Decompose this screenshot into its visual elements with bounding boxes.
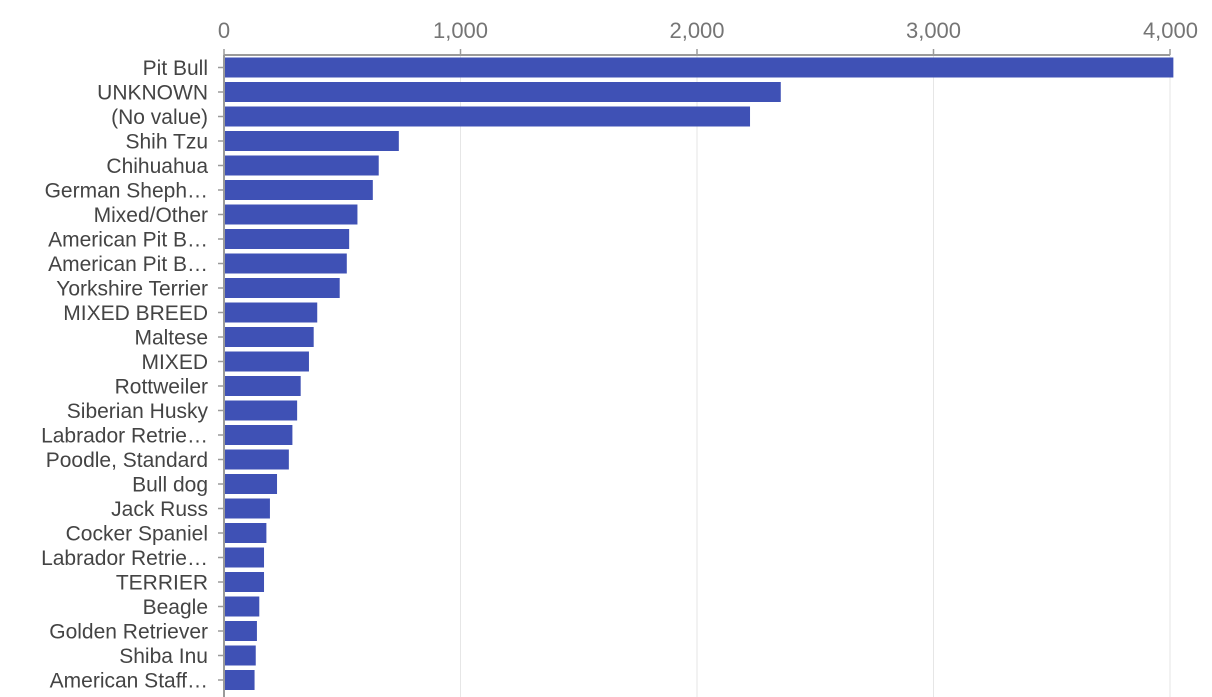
bar — [225, 596, 260, 617]
category-label: German Sheph… — [45, 180, 208, 203]
category-label: TERRIER — [116, 572, 208, 595]
category-label: Rottweiler — [115, 376, 208, 399]
bar — [225, 302, 318, 323]
category-label: Cocker Spaniel — [66, 523, 208, 546]
x-axis: 0 1,000 2,000 3,000 4,000 — [218, 18, 1198, 697]
category-label: Chihuahua — [106, 155, 208, 178]
bar — [225, 106, 751, 127]
bar — [225, 474, 278, 494]
bar — [225, 400, 298, 421]
gridlines — [460, 55, 1171, 697]
bar — [225, 278, 340, 298]
category-label: (No value) — [111, 106, 208, 129]
category-label: MIXED — [141, 351, 208, 374]
category-label: American Pit B… — [48, 229, 208, 252]
category-label: Mixed/Other — [94, 204, 208, 227]
bar — [225, 621, 257, 641]
x-tick-label: 2,000 — [669, 18, 724, 43]
bar — [225, 82, 781, 102]
category-label: Beagle — [143, 596, 208, 619]
bar — [225, 327, 314, 347]
x-tick-label: 1,000 — [433, 18, 488, 43]
category-label: Shiba Inu — [119, 645, 208, 668]
bars — [225, 57, 1174, 690]
bar — [225, 670, 255, 690]
category-label: Yorkshire Terrier — [56, 278, 208, 301]
bar — [225, 131, 399, 151]
bar — [225, 229, 350, 249]
bar — [225, 572, 265, 592]
bar — [225, 204, 358, 225]
category-label: Poodle, Standard — [46, 449, 208, 472]
category-label: Labrador Retrie… — [41, 425, 208, 448]
category-label: Jack Russ — [111, 498, 208, 521]
category-label: Golden Retriever — [49, 621, 208, 644]
bar — [225, 253, 347, 274]
category-label: Siberian Husky — [67, 400, 209, 423]
category-label: UNKNOWN — [97, 82, 208, 105]
bar — [225, 155, 379, 176]
x-tick-label: 4,000 — [1143, 18, 1198, 43]
bar — [225, 547, 265, 568]
category-label: Pit Bull — [143, 57, 208, 80]
bar — [225, 351, 309, 372]
x-tick-label: 3,000 — [906, 18, 961, 43]
bar — [225, 449, 289, 470]
x-tick-label: 0 — [218, 18, 230, 43]
bar — [225, 645, 256, 666]
category-label: American Staff… — [50, 670, 208, 693]
category-label: American Pit B… — [48, 253, 208, 276]
category-label: Shih Tzu — [126, 131, 209, 154]
bar — [225, 425, 293, 445]
bar — [225, 523, 267, 543]
bar — [225, 376, 301, 396]
category-label: Labrador Retrie… — [41, 547, 208, 570]
category-label: Bull dog — [132, 474, 208, 497]
category-label: Maltese — [134, 327, 208, 350]
bar — [225, 57, 1174, 78]
bar — [225, 498, 270, 519]
bar — [225, 180, 373, 200]
category-label: MIXED BREED — [63, 302, 208, 325]
